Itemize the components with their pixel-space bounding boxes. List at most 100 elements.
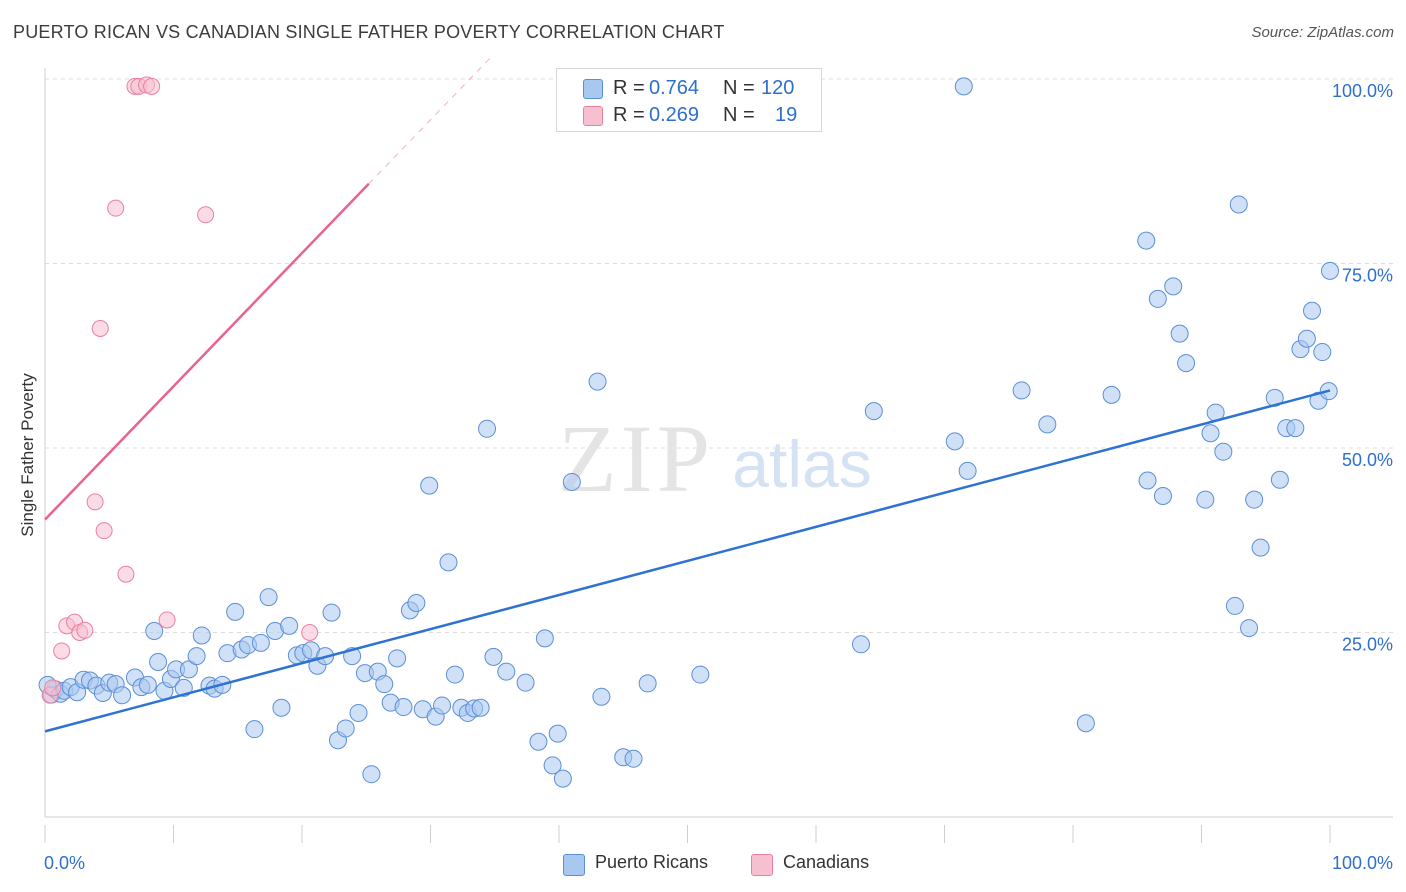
data-point-puerto-ricans: [471, 698, 490, 717]
axes: [44, 68, 1393, 843]
data-point-puerto-ricans: [1303, 301, 1322, 320]
data-point-puerto-ricans: [445, 665, 464, 684]
tick-labels: 25.0% 50.0% 75.0% 100.0% 0.0% 100.0%: [44, 81, 1393, 873]
y-tick-label: 75.0%: [1342, 266, 1393, 286]
y-tick-label: 25.0%: [1342, 635, 1393, 655]
legend-swatch-blue: [583, 79, 603, 99]
trendline-canadians-extension: [368, 56, 492, 185]
data-point-puerto-ricans: [1038, 415, 1057, 434]
data-point-puerto-ricans: [562, 472, 581, 491]
data-point-puerto-ricans: [113, 686, 132, 705]
data-point-puerto-ricans: [407, 593, 426, 612]
data-point-puerto-ricans: [945, 432, 964, 451]
data-point-puerto-ricans: [1012, 381, 1031, 400]
data-point-puerto-ricans: [592, 687, 611, 706]
data-point-puerto-ricans: [272, 698, 291, 717]
data-point-puerto-ricans: [251, 633, 270, 652]
data-point-puerto-ricans: [484, 647, 503, 666]
data-point-puerto-ricans: [1286, 419, 1305, 438]
data-point-canadians: [76, 621, 94, 639]
legend-swatch-blue: [563, 854, 585, 876]
data-point-puerto-ricans: [1164, 277, 1183, 296]
data-point-puerto-ricans: [149, 653, 168, 672]
data-point-puerto-ricans: [478, 419, 497, 438]
data-point-puerto-ricans: [864, 402, 883, 421]
legend-label: Canadians: [783, 852, 870, 872]
data-point-puerto-ricans: [1297, 329, 1316, 348]
data-point-canadians: [91, 319, 109, 337]
data-point-puerto-ricans: [553, 769, 572, 788]
data-point-puerto-ricans: [1148, 289, 1167, 308]
data-point-puerto-ricans: [1170, 324, 1189, 343]
data-point-puerto-ricans: [394, 698, 413, 717]
watermark: ZIP atlas: [558, 405, 872, 512]
data-point-puerto-ricans: [516, 673, 535, 692]
data-point-puerto-ricans: [1251, 538, 1270, 557]
data-point-puerto-ricans: [280, 616, 299, 635]
legend-r-key: R =: [613, 77, 645, 99]
data-point-puerto-ricans: [958, 461, 977, 480]
data-point-canadians: [301, 624, 319, 641]
data-point-puerto-ricans: [1076, 714, 1095, 733]
data-point-puerto-ricans: [1201, 424, 1220, 443]
legend-r-key: R =: [613, 104, 645, 126]
legend-swatch-pink: [751, 854, 773, 876]
data-point-puerto-ricans: [138, 675, 157, 694]
data-point-puerto-ricans: [1245, 490, 1264, 509]
data-point-puerto-ricans: [529, 732, 548, 751]
data-point-canadians: [158, 611, 176, 629]
watermark-zip: ZIP: [558, 405, 714, 512]
legend-n-value: 19: [775, 104, 798, 126]
data-point-puerto-ricans: [588, 372, 607, 391]
data-point-puerto-ricans: [1270, 470, 1289, 489]
data-point-canadians: [86, 493, 104, 511]
watermark-atlas: atlas: [732, 427, 871, 501]
legend-label: Puerto Ricans: [595, 852, 709, 872]
data-point-puerto-ricans: [174, 678, 193, 697]
legend-n-key: N =: [723, 77, 755, 99]
data-point-puerto-ricans: [349, 703, 368, 722]
data-point-puerto-ricans: [497, 662, 516, 681]
legend-r-value: 0.269: [649, 104, 700, 126]
x-tick-label: 100.0%: [1332, 853, 1393, 873]
series-canadians: [41, 76, 319, 704]
data-point-puerto-ricans: [1313, 343, 1332, 362]
data-point-puerto-ricans: [535, 629, 554, 648]
source-label: Source: ZipAtlas.com: [1251, 24, 1394, 41]
data-point-puerto-ricans: [1196, 490, 1215, 509]
y-tick-label: 50.0%: [1342, 450, 1393, 470]
data-point-canadians: [197, 206, 215, 224]
trendline-puerto-ricans: [44, 389, 1331, 733]
data-point-puerto-ricans: [259, 588, 278, 607]
data-point-puerto-ricans: [1240, 619, 1259, 638]
data-point-puerto-ricans: [245, 720, 264, 739]
x-tick-label: 0.0%: [44, 853, 85, 873]
data-point-puerto-ricans: [145, 622, 164, 641]
data-point-puerto-ricans: [548, 724, 567, 743]
data-point-puerto-ricans: [187, 647, 206, 666]
data-point-puerto-ricans: [439, 553, 458, 572]
series-legend: Puerto Ricans Canadians: [0, 852, 1406, 880]
data-point-puerto-ricans: [1321, 261, 1339, 280]
data-point-puerto-ricans: [1214, 442, 1233, 461]
legend-n-value: 120: [761, 77, 795, 99]
legend-r-value: 0.764: [649, 77, 700, 99]
y-axis-label: Single Father Poverty: [18, 373, 37, 537]
data-point-canadians: [107, 199, 125, 217]
data-point-puerto-ricans: [433, 696, 452, 715]
legend-swatch-pink: [583, 106, 603, 126]
series-puerto-ricans: [38, 77, 1339, 788]
data-point-puerto-ricans: [851, 635, 870, 654]
data-point-puerto-ricans: [420, 476, 439, 495]
data-point-puerto-ricans: [362, 765, 381, 784]
trendline-canadians: [44, 182, 370, 521]
chart-title: PUERTO RICAN VS CANADIAN SINGLE FATHER P…: [13, 22, 725, 42]
data-point-puerto-ricans: [1153, 486, 1172, 505]
y-tick-label: 100.0%: [1332, 81, 1393, 101]
data-point-puerto-ricans: [1137, 231, 1156, 250]
data-point-puerto-ricans: [192, 626, 211, 645]
data-point-puerto-ricans: [336, 719, 355, 738]
correlation-legend: R = 0.764 N = 120 R = 0.269 N = 19: [556, 68, 822, 132]
data-point-puerto-ricans: [226, 602, 245, 621]
